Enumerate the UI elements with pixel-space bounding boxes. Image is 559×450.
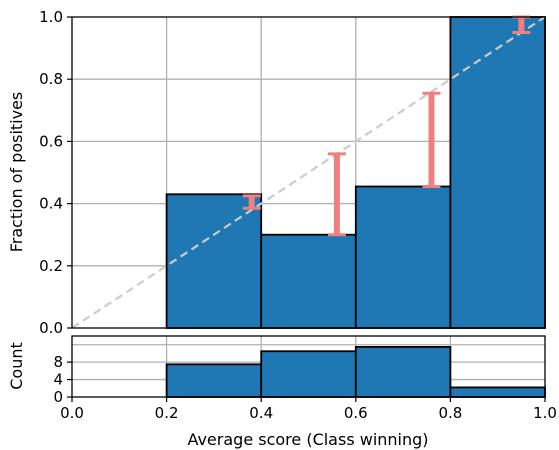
top-panel: 0.0 0.2 0.4 0.6 0.8 1.0 [39, 8, 546, 337]
y-tick-label: 8 [53, 353, 63, 371]
y-tick-label: 0.2 [39, 257, 63, 275]
y-tick-label: 4 [53, 371, 63, 389]
y-tick-label: 1.0 [39, 8, 63, 26]
y-tick-label: 0.0 [39, 319, 63, 337]
count-bar [165, 363, 263, 398]
x-axis-label: Average score (Class winning) [187, 430, 428, 449]
histogram-bar [260, 233, 357, 329]
count-bar [449, 386, 546, 398]
y-axis-label-top: Fraction of positives [7, 92, 26, 253]
reference-diagonal [71, 16, 546, 329]
y-tick-label: 0 [53, 388, 63, 406]
count-bar [260, 350, 357, 398]
count-bar [354, 345, 452, 398]
top-plot-frame [71, 16, 546, 329]
x-tick-label: 0.4 [249, 404, 273, 422]
histogram-bar [165, 193, 263, 329]
y-axis-label-bottom: Count [7, 342, 26, 390]
x-tick-label: 0.8 [438, 404, 462, 422]
histogram-bar [354, 185, 452, 329]
x-tick-label: 0.6 [344, 404, 368, 422]
y-tick-label: 0.4 [39, 195, 63, 213]
histogram-bar [449, 16, 546, 329]
bottom-panel: 048 0.0 0.2 0.4 0.6 0.8 1.0 [53, 335, 557, 422]
x-tick-label: 0.2 [155, 404, 179, 422]
y-tick-label: 0.8 [39, 70, 63, 88]
x-tick-label: 1.0 [533, 404, 557, 422]
x-tick-label: 0.0 [60, 404, 84, 422]
y-tick-label: 0.6 [39, 132, 63, 150]
bottom-plot-frame [71, 335, 546, 398]
